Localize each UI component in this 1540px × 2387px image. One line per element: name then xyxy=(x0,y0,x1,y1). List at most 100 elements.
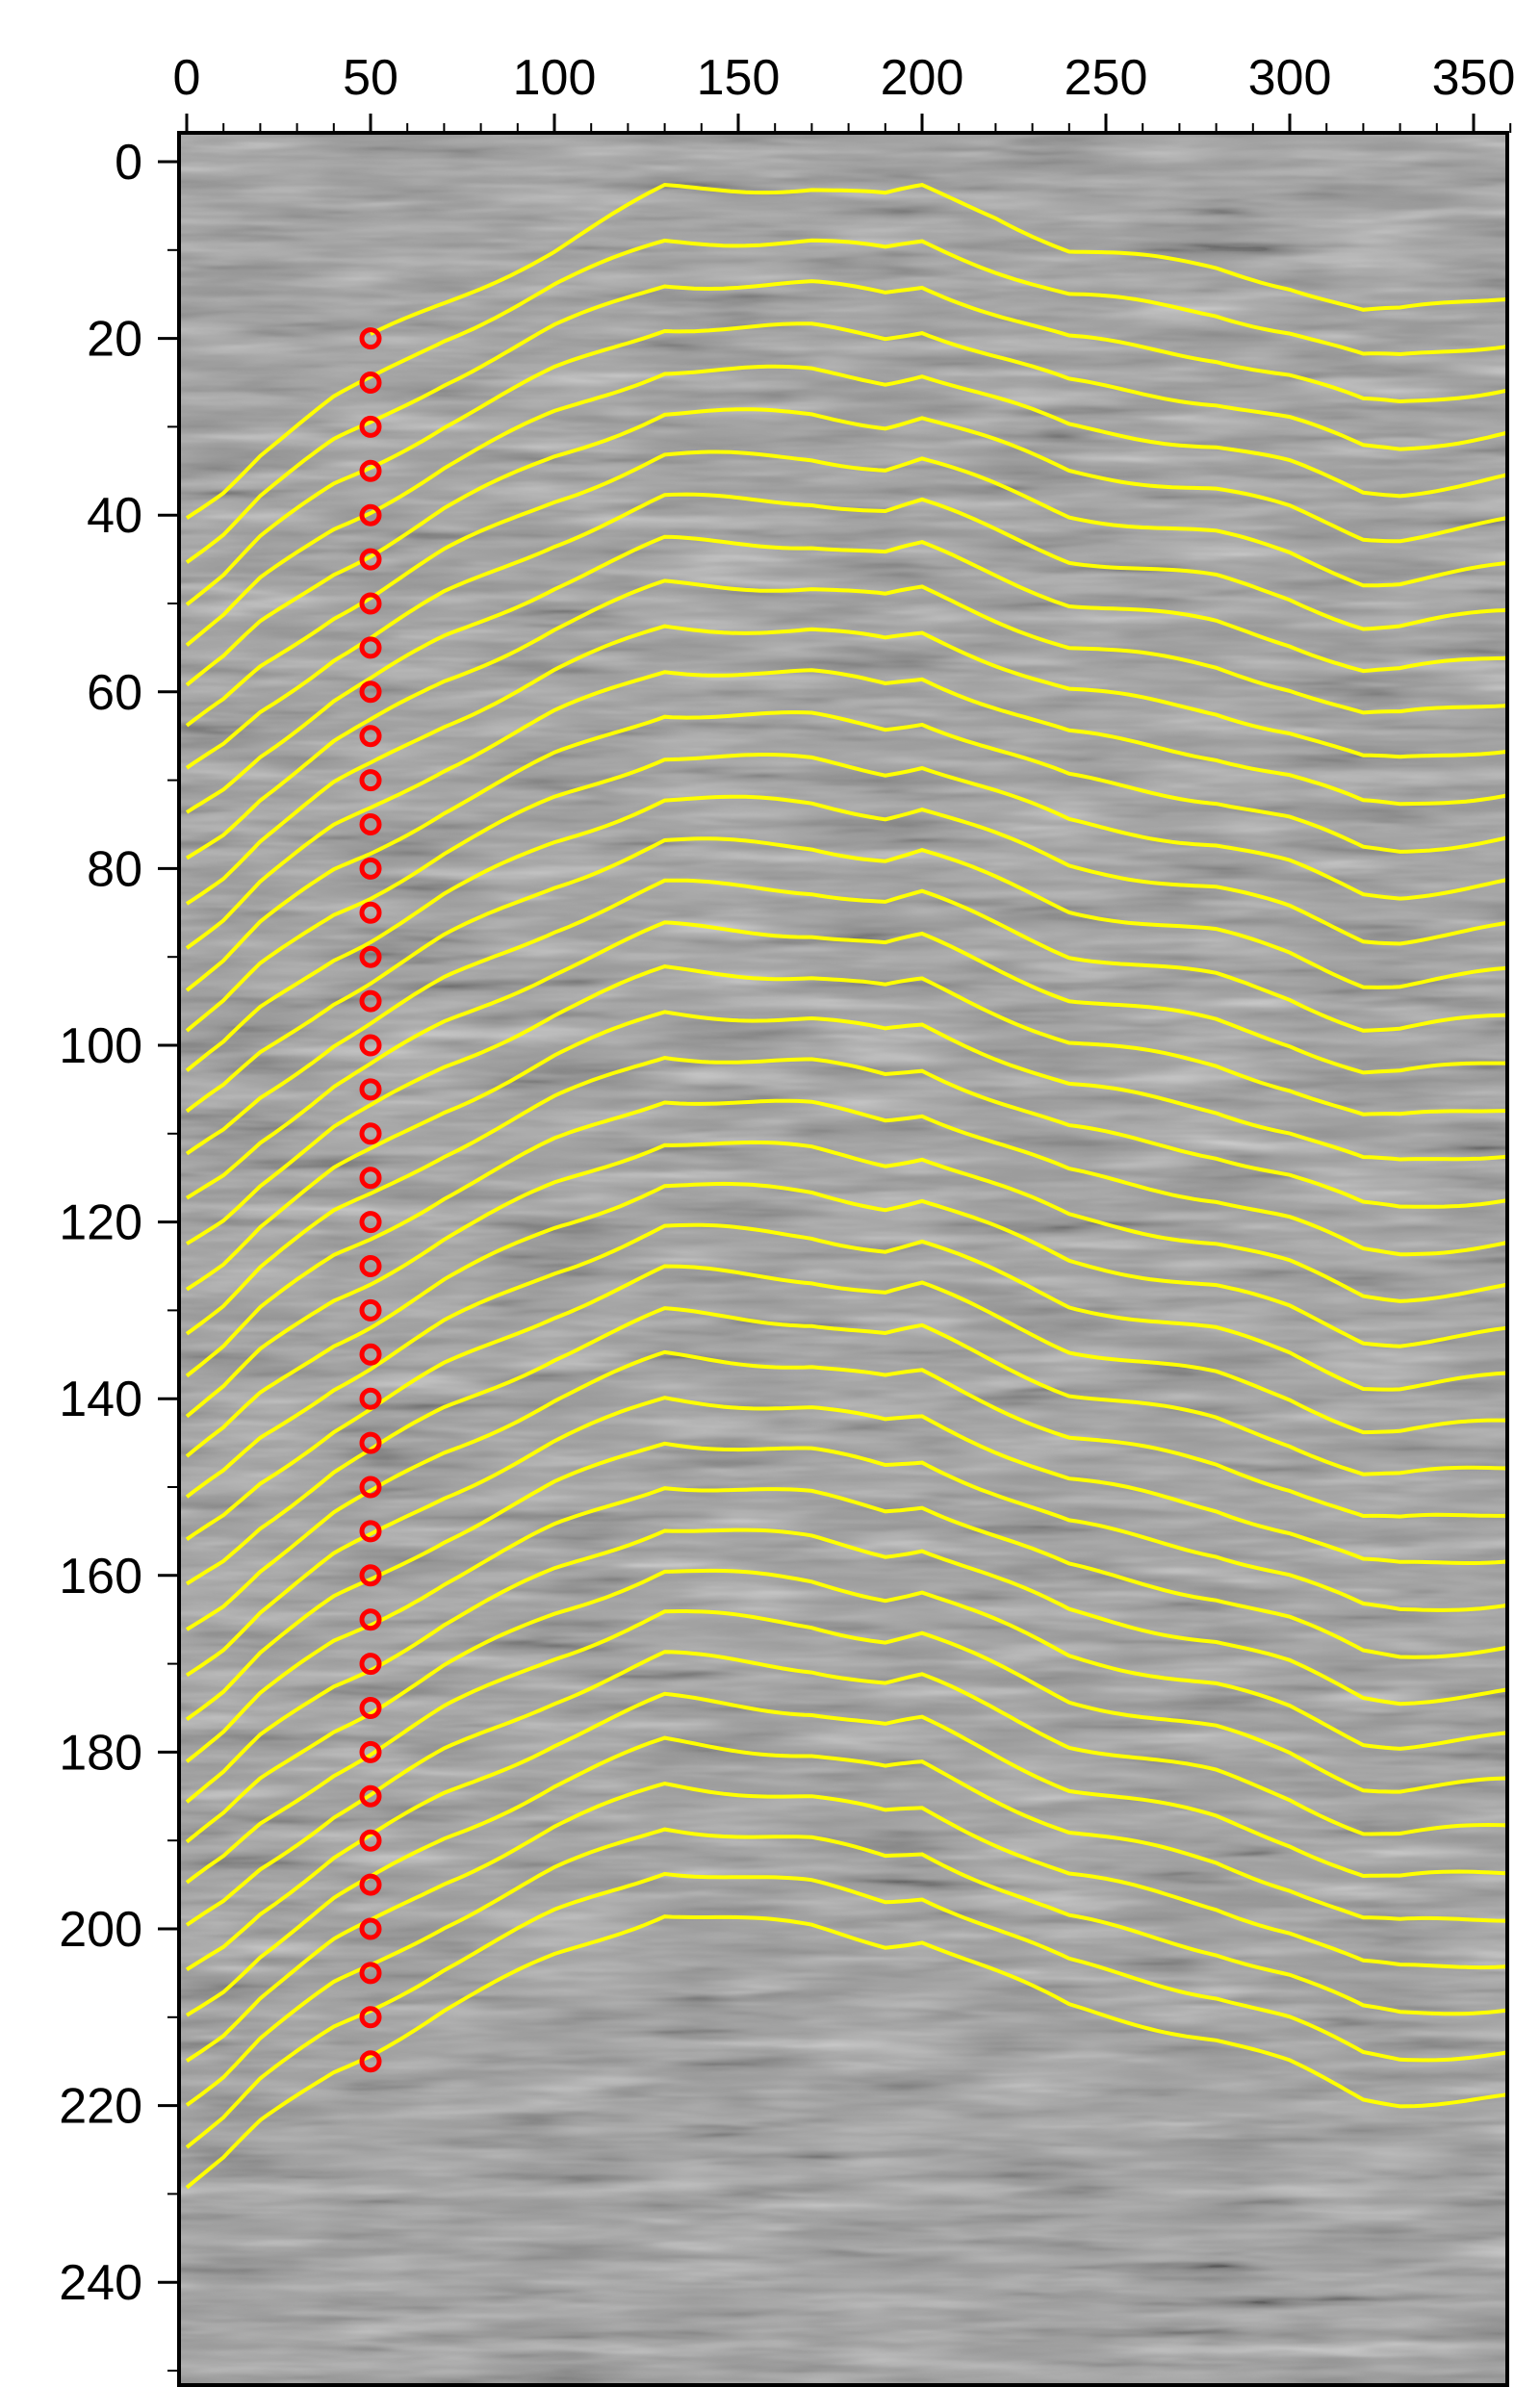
horizon-line xyxy=(185,1441,1507,1722)
horizon-line xyxy=(185,1609,1507,1885)
horizon-line xyxy=(185,1871,1507,2149)
reference-point xyxy=(359,1034,382,1057)
reference-point xyxy=(359,592,382,615)
y-tick-label: 0 xyxy=(115,135,142,191)
x-tick-label: 150 xyxy=(697,50,781,106)
reference-point xyxy=(359,548,382,571)
reference-point xyxy=(359,1078,382,1101)
reference-point xyxy=(359,1476,382,1499)
reference-points xyxy=(359,327,382,2073)
reference-point xyxy=(359,327,382,350)
horizon-line xyxy=(185,279,1507,564)
horizon-line xyxy=(185,794,1507,1072)
reference-point xyxy=(359,2006,382,2029)
x-tick-label: 300 xyxy=(1248,50,1332,106)
reference-point xyxy=(359,459,382,482)
reference-point xyxy=(359,1697,382,1719)
horizon-line xyxy=(185,710,1507,992)
horizon-line xyxy=(185,1914,1507,2190)
horizon-line xyxy=(185,1222,1507,1499)
horizon-line xyxy=(185,1781,1507,2063)
reference-point xyxy=(359,503,382,526)
reference-point xyxy=(359,1431,382,1454)
horizon-line xyxy=(185,321,1507,606)
horizon-line xyxy=(185,1568,1507,1844)
horizon-line xyxy=(185,407,1507,687)
horizon-line xyxy=(185,492,1507,770)
reference-point xyxy=(359,1343,382,1366)
x-tick-label: 250 xyxy=(1065,50,1148,106)
y-tick-label: 80 xyxy=(87,841,142,897)
horizon-line xyxy=(185,753,1507,1033)
reference-point xyxy=(359,1873,382,1896)
reference-point xyxy=(359,901,382,924)
horizon-line xyxy=(185,1486,1507,1763)
reference-point xyxy=(359,1211,382,1234)
reference-point xyxy=(359,1520,382,1543)
horizon-line xyxy=(185,1349,1507,1631)
reference-point xyxy=(359,769,382,792)
horizon-line xyxy=(185,578,1507,860)
reference-point xyxy=(359,1829,382,1852)
y-tick-label: 180 xyxy=(59,1725,142,1781)
horizon-line xyxy=(185,1650,1507,1927)
y-tick-label: 40 xyxy=(87,488,142,544)
y-tick-label: 200 xyxy=(59,1902,142,1958)
reference-point xyxy=(359,680,382,704)
reference-point xyxy=(359,989,382,1013)
reference-point xyxy=(359,1387,382,1410)
reference-point xyxy=(359,1255,382,1277)
horizon-line xyxy=(185,920,1507,1200)
horizon-line xyxy=(185,1181,1507,1458)
horizon-line xyxy=(185,964,1507,1245)
x-tick-label: 0 xyxy=(173,50,201,106)
reference-point xyxy=(359,1564,382,1587)
horizon-line xyxy=(185,1010,1507,1292)
reference-point xyxy=(359,1167,382,1190)
y-tick-label: 240 xyxy=(59,2255,142,2311)
reference-point xyxy=(359,1298,382,1322)
y-tick-label: 140 xyxy=(59,1372,142,1427)
reference-point xyxy=(359,636,382,659)
y-tick-label: 100 xyxy=(59,1018,142,1074)
x-tick-label: 100 xyxy=(513,50,597,106)
horizon-line xyxy=(185,1055,1507,1336)
y-axis: 0 20 40 60 80 100 120 140 160 180 200 220 240 xyxy=(59,135,179,2372)
y-tick-label: 220 xyxy=(59,2079,142,2135)
reference-point xyxy=(359,415,382,438)
x-tick-label: 200 xyxy=(881,50,964,106)
y-tick-label: 60 xyxy=(87,665,142,721)
horizon-lines xyxy=(185,182,1507,2190)
plot-frame xyxy=(177,131,1509,2387)
horizon-line xyxy=(185,1691,1507,1971)
reference-point xyxy=(359,1917,382,1940)
horizon-line xyxy=(185,364,1507,647)
horizon-line xyxy=(185,1306,1507,1586)
horizon-line xyxy=(185,624,1507,906)
horizon-line xyxy=(185,668,1507,950)
reference-point xyxy=(359,1962,382,1985)
horizon-line xyxy=(185,1098,1507,1378)
horizon-line xyxy=(185,836,1507,1114)
horizon-line xyxy=(185,878,1507,1156)
x-axis: 0 50 100 150 200 250 300 350 xyxy=(173,50,1516,133)
reference-point xyxy=(359,857,382,880)
horizon-line xyxy=(185,1396,1507,1678)
y-tick-label: 120 xyxy=(59,1195,142,1251)
horizon-line xyxy=(185,1827,1507,2107)
horizon-line xyxy=(185,1264,1507,1541)
horizon-line xyxy=(185,1735,1507,2017)
y-tick-label: 20 xyxy=(87,312,142,368)
horizon-line xyxy=(185,449,1507,728)
reference-point xyxy=(359,372,382,394)
reference-point xyxy=(359,2050,382,2073)
reference-point xyxy=(359,1784,382,1808)
horizon-line xyxy=(370,182,1507,336)
y-tick-label: 160 xyxy=(59,1549,142,1604)
x-tick-label: 350 xyxy=(1432,50,1516,106)
horizon-line xyxy=(185,1140,1507,1419)
horizon-line xyxy=(185,534,1507,814)
x-tick-label: 50 xyxy=(343,50,398,106)
reference-point xyxy=(359,945,382,968)
